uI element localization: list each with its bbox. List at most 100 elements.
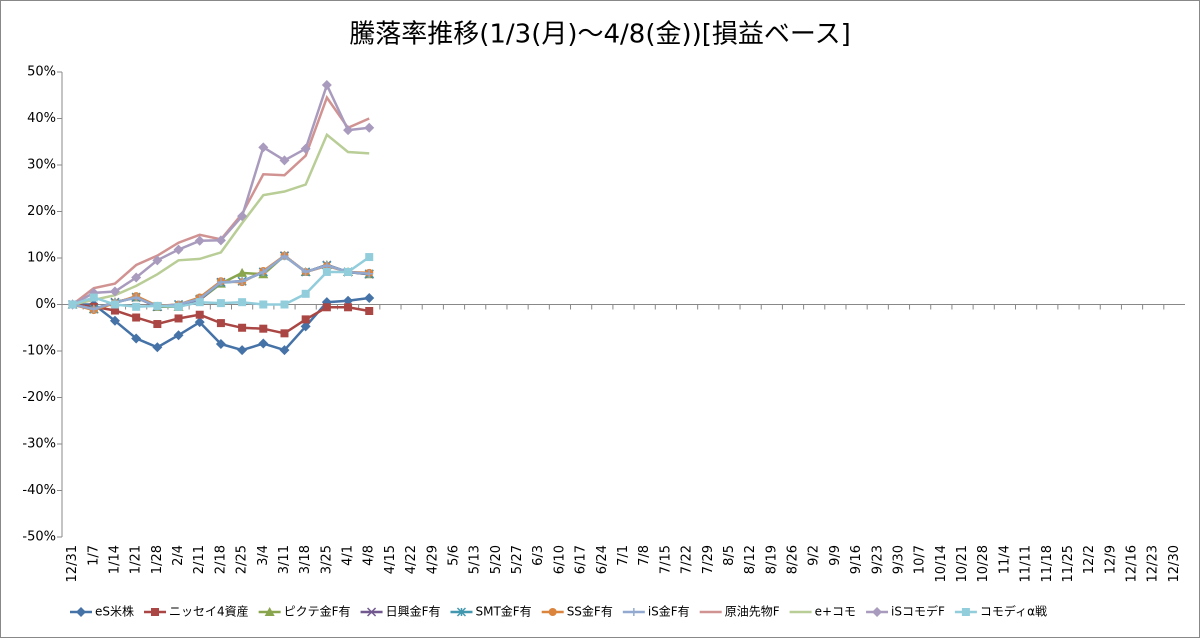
x-tick-label: 12/30	[1167, 545, 1182, 582]
data-point	[89, 305, 98, 314]
data-point	[216, 278, 225, 287]
legend-marker	[151, 608, 160, 616]
x-tick-label: 11/25	[1061, 545, 1076, 582]
x-tick-label: 9/16	[849, 545, 864, 574]
data-point	[280, 329, 289, 338]
data-point	[259, 300, 268, 309]
data-point	[110, 306, 119, 315]
series-line	[72, 132, 370, 306]
data-point	[237, 267, 248, 277]
data-point	[132, 293, 141, 302]
legend-label: SS金F有	[567, 604, 613, 619]
data-point	[344, 303, 353, 312]
data-point	[365, 307, 374, 316]
data-point	[365, 269, 374, 278]
data-point	[173, 244, 184, 255]
x-tick-label: 2/11	[192, 545, 207, 574]
x-tick-label: 5/13	[468, 545, 483, 574]
x-tick-label: 2/4	[171, 545, 186, 566]
y-tick-label: 0%	[35, 297, 56, 312]
data-point	[195, 298, 204, 307]
x-tick-label: 7/8	[637, 545, 652, 566]
legend-label: eS米株	[95, 604, 134, 619]
x-tick-label: 6/3	[531, 545, 546, 566]
x-tick-label: 6/10	[552, 545, 567, 574]
x-tick-label: 12/2	[1082, 545, 1097, 574]
y-tick-label: -40%	[22, 483, 56, 498]
data-point	[237, 345, 248, 356]
data-point	[237, 211, 248, 222]
data-point	[173, 330, 184, 341]
data-point	[174, 302, 183, 311]
x-tick-label: 4/29	[425, 545, 440, 574]
x-tick-label: 11/4	[997, 545, 1012, 574]
x-tick-label: 7/15	[658, 545, 673, 574]
x-tick-label: 1/7	[86, 545, 101, 566]
x-tick-label: 8/26	[786, 545, 801, 574]
data-point	[364, 292, 375, 303]
data-point	[131, 333, 142, 344]
legend-marker	[456, 607, 466, 617]
y-tick-label: -20%	[22, 390, 56, 405]
data-point	[132, 302, 141, 311]
y-tick-label: 50%	[27, 65, 56, 80]
data-point	[364, 122, 375, 133]
y-tick-label: 30%	[27, 158, 56, 173]
data-point	[238, 298, 247, 307]
legend-marker	[548, 608, 557, 616]
legend-label: 原油先物F	[725, 605, 780, 619]
x-tick-label: 6/17	[574, 545, 589, 574]
data-point	[259, 267, 268, 276]
x-tick-label: 1/28	[150, 545, 165, 574]
x-tick-label: 9/2	[807, 545, 822, 566]
data-point	[215, 235, 226, 246]
data-point	[258, 338, 269, 349]
data-point	[300, 143, 311, 154]
x-tick-label: 7/29	[701, 545, 716, 574]
data-point	[344, 267, 353, 276]
x-tick-label: 7/1	[616, 545, 631, 566]
x-tick-label: 4/8	[362, 545, 377, 566]
data-point	[279, 155, 290, 166]
data-point	[365, 253, 374, 262]
data-point	[279, 345, 290, 356]
y-tick-label: -30%	[22, 437, 56, 452]
data-point	[343, 295, 354, 306]
x-tick-label: 5/27	[510, 545, 525, 574]
data-point	[110, 300, 119, 309]
data-point	[153, 320, 162, 329]
x-tick-label: 4/1	[341, 545, 356, 566]
x-tick-label: 7/22	[680, 545, 695, 574]
x-tick-label: 12/16	[1125, 545, 1140, 582]
data-point	[152, 342, 163, 353]
x-tick-label: 8/19	[764, 545, 779, 574]
legend-label: ピクテ金F有	[284, 604, 351, 619]
legend-label: コモディα戦	[980, 604, 1047, 619]
legend-marker	[629, 608, 638, 616]
x-tick-label: 10/28	[976, 545, 991, 582]
legend-marker	[76, 607, 86, 617]
legend-label: iSコモデF	[891, 604, 945, 619]
data-point	[322, 303, 331, 312]
x-tick-label: 12/9	[1103, 545, 1118, 574]
legend-label: 日興金F有	[386, 604, 441, 619]
data-point	[215, 339, 226, 350]
x-tick-label: 3/25	[319, 545, 334, 574]
x-tick-label: 5/20	[489, 545, 504, 574]
data-point	[132, 313, 141, 322]
data-point	[259, 324, 268, 333]
data-point	[195, 310, 204, 319]
y-tick-label: -50%	[22, 530, 56, 545]
x-tick-label: 4/22	[404, 545, 419, 574]
x-tick-label: 6/24	[595, 545, 610, 574]
data-point	[152, 255, 163, 266]
legend-marker	[264, 607, 275, 616]
data-point	[280, 252, 289, 261]
x-tick-label: 12/23	[1146, 545, 1161, 582]
data-point	[89, 293, 98, 302]
legend-marker	[367, 607, 377, 617]
data-point	[280, 300, 289, 309]
legend-label: iS金F有	[648, 604, 690, 619]
data-point	[301, 289, 310, 298]
